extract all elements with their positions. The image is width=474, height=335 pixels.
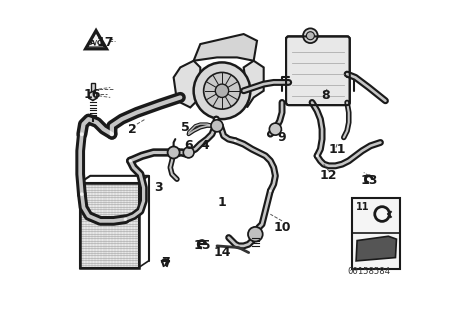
Text: 4: 4	[201, 139, 210, 152]
Text: 5: 5	[181, 121, 190, 134]
Polygon shape	[356, 236, 396, 261]
Circle shape	[248, 227, 263, 242]
Text: 3: 3	[155, 181, 163, 194]
Circle shape	[168, 146, 180, 158]
Circle shape	[269, 123, 282, 135]
Text: 1: 1	[218, 196, 227, 209]
Circle shape	[204, 72, 240, 109]
Text: 00158584: 00158584	[347, 267, 390, 276]
FancyBboxPatch shape	[352, 198, 401, 269]
Text: 11: 11	[328, 143, 346, 156]
Circle shape	[211, 120, 223, 132]
Polygon shape	[244, 61, 264, 108]
Text: 17: 17	[97, 36, 114, 49]
FancyBboxPatch shape	[286, 37, 350, 105]
Circle shape	[303, 28, 318, 43]
FancyBboxPatch shape	[91, 83, 95, 91]
Polygon shape	[169, 149, 179, 156]
Circle shape	[306, 32, 314, 40]
Circle shape	[194, 62, 250, 119]
Text: 9: 9	[278, 131, 286, 144]
Text: 13: 13	[360, 174, 377, 187]
Text: 10: 10	[273, 221, 291, 234]
Polygon shape	[173, 61, 201, 108]
Text: 8: 8	[321, 89, 330, 102]
Text: 7: 7	[161, 256, 170, 269]
Text: 6: 6	[184, 139, 193, 152]
Circle shape	[183, 147, 194, 158]
Text: 16: 16	[83, 88, 100, 100]
Text: 12: 12	[320, 169, 337, 182]
Text: 15: 15	[193, 240, 211, 252]
Text: 11: 11	[356, 202, 370, 211]
Text: A/C: A/C	[90, 40, 102, 46]
Circle shape	[215, 84, 228, 97]
Text: 2: 2	[128, 123, 137, 136]
Polygon shape	[85, 30, 107, 49]
FancyBboxPatch shape	[80, 183, 138, 268]
Polygon shape	[194, 34, 257, 61]
Polygon shape	[89, 91, 97, 100]
Text: 14: 14	[213, 246, 231, 259]
